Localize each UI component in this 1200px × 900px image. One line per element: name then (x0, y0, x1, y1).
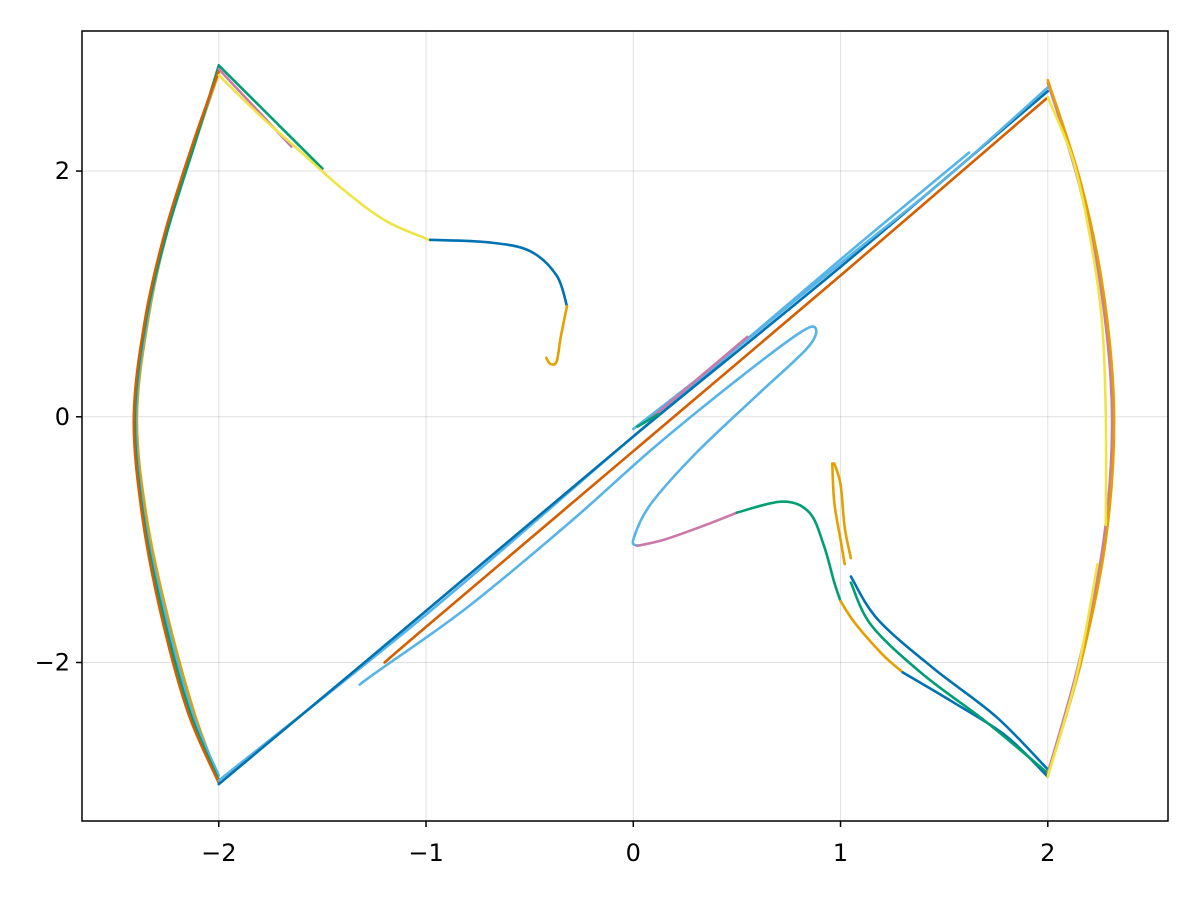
series-line-14 (636, 413, 660, 428)
series-layer (132, 64, 1116, 786)
x-tick-label: −1 (408, 839, 443, 867)
x-tick-label: −2 (201, 839, 236, 867)
series-line-8 (544, 304, 569, 366)
x-tick-label: 0 (626, 839, 641, 867)
y-tick-label: −2 (35, 649, 70, 677)
series-line-20 (830, 462, 846, 566)
series-line-23 (849, 575, 1050, 771)
series-line-13 (648, 335, 749, 421)
series-line-27 (1046, 562, 1099, 779)
series-line-3 (132, 69, 221, 785)
series-line-16 (636, 511, 739, 548)
series-line-21 (833, 462, 853, 560)
series-line-26 (1046, 96, 1108, 527)
y-tick-label: 2 (55, 157, 70, 185)
series-line-6 (217, 73, 433, 242)
series-line-19 (901, 671, 1050, 779)
series-line-9 (217, 151, 971, 782)
series-line-22 (849, 581, 1050, 775)
y-tick-label: 0 (55, 403, 70, 431)
series-line-17 (735, 500, 842, 603)
series-line-4 (217, 64, 324, 170)
series-line-7 (428, 238, 569, 308)
series-line-11 (383, 96, 1050, 664)
axis-ticks: −2 −1 0 1 2 −2 0 2 (35, 157, 1056, 867)
grid-lines (82, 31, 1168, 821)
series-line-5 (217, 67, 293, 148)
series-line-25 (1046, 78, 1116, 777)
series-line-15 (358, 325, 818, 686)
x-tick-label: 1 (833, 839, 848, 867)
series-line-18 (839, 599, 905, 674)
x-tick-label: 2 (1040, 839, 1055, 867)
plot-frame (81, 30, 1169, 822)
